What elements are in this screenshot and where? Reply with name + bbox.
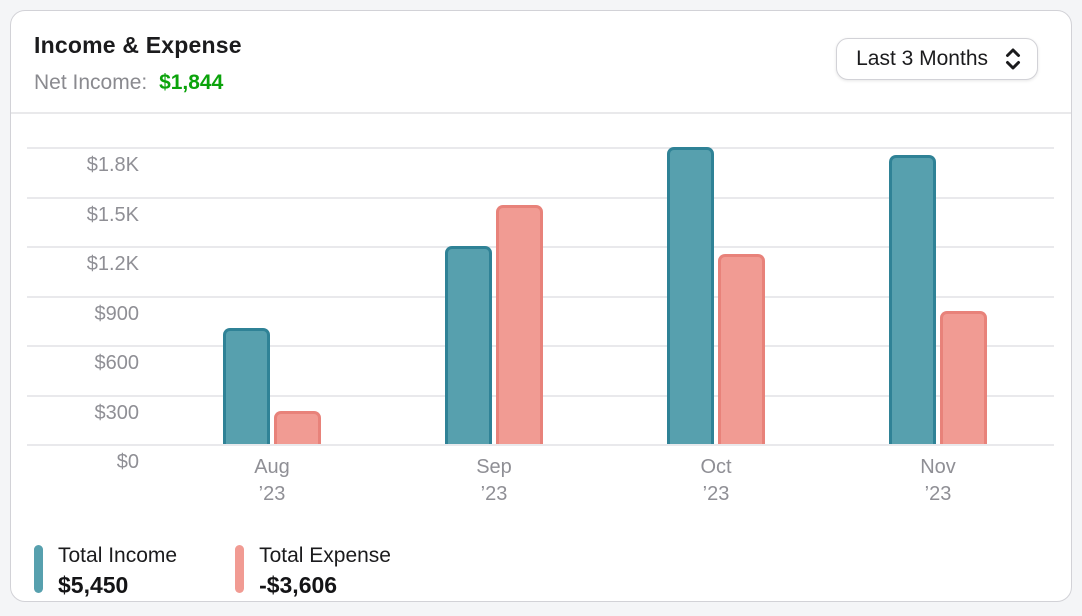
- period-dropdown[interactable]: Last 3 Months: [836, 38, 1038, 80]
- x-axis-label: Oct ’23: [700, 456, 732, 505]
- legend-text-expense: Total Expense -$3,606: [259, 541, 391, 600]
- x-axis-label: Nov ’23: [920, 456, 956, 505]
- bar-expense-aug[interactable]: [274, 411, 321, 444]
- legend-label-expense: Total Expense: [259, 544, 391, 567]
- gridline: [27, 147, 1054, 149]
- legend-value-income: $5,450: [58, 572, 129, 598]
- net-income-label: Net Income:: [34, 71, 148, 94]
- net-income-row: Net Income: $1,844: [34, 71, 1071, 95]
- bar-income-aug[interactable]: [223, 328, 270, 444]
- y-axis-tick-label: $1.5K: [86, 203, 139, 226]
- y-axis-tick-label: $900: [94, 302, 140, 325]
- legend-value-expense: -$3,606: [259, 572, 338, 598]
- legend-text-income: Total Income $5,450: [58, 541, 177, 600]
- chevron-up-down-icon: [1004, 46, 1022, 72]
- chart-legend: Total Income $5,450 Total Expense -$3,60…: [11, 526, 1071, 600]
- card-header: Income & Expense Net Income: $1,844 Last…: [11, 11, 1071, 114]
- income-expense-card: Income & Expense Net Income: $1,844 Last…: [10, 10, 1072, 602]
- legend-item-income: Total Income $5,450: [34, 541, 177, 600]
- legend-swatch-expense: [235, 545, 245, 593]
- x-axis-label: Aug ’23: [254, 456, 290, 505]
- legend-swatch-income: [34, 545, 43, 593]
- legend-label-income: Total Income: [58, 544, 178, 567]
- x-axis-label: Sep ’23: [476, 456, 512, 505]
- bar-income-sep[interactable]: [445, 246, 492, 444]
- page-title: Income & Expense: [34, 32, 242, 58]
- bar-expense-oct[interactable]: [718, 254, 765, 444]
- y-axis-tick-label: $1.2K: [86, 253, 139, 275]
- y-axis-tick-label: $0: [116, 451, 139, 473]
- net-income-value: $1,844: [159, 71, 224, 94]
- y-axis-tick-label: $600: [94, 352, 140, 374]
- gridline: [27, 196, 1054, 199]
- gridline: [27, 444, 1054, 446]
- period-dropdown-value: Last 3 Months: [856, 47, 988, 70]
- bar-income-oct[interactable]: [667, 147, 714, 444]
- y-axis-tick-label: $300: [94, 401, 140, 424]
- y-axis-tick-label: $1.8K: [86, 154, 139, 176]
- bar-expense-nov[interactable]: [940, 311, 987, 444]
- legend-item-expense: Total Expense -$3,606: [235, 541, 391, 600]
- bar-income-nov[interactable]: [889, 155, 936, 444]
- bar-expense-sep[interactable]: [496, 205, 543, 444]
- chart-plot-area: $1.8K $1.5K $1.2K $900 $600 $300 $0 Aug ’23 Sep ’2…: [11, 114, 1071, 526]
